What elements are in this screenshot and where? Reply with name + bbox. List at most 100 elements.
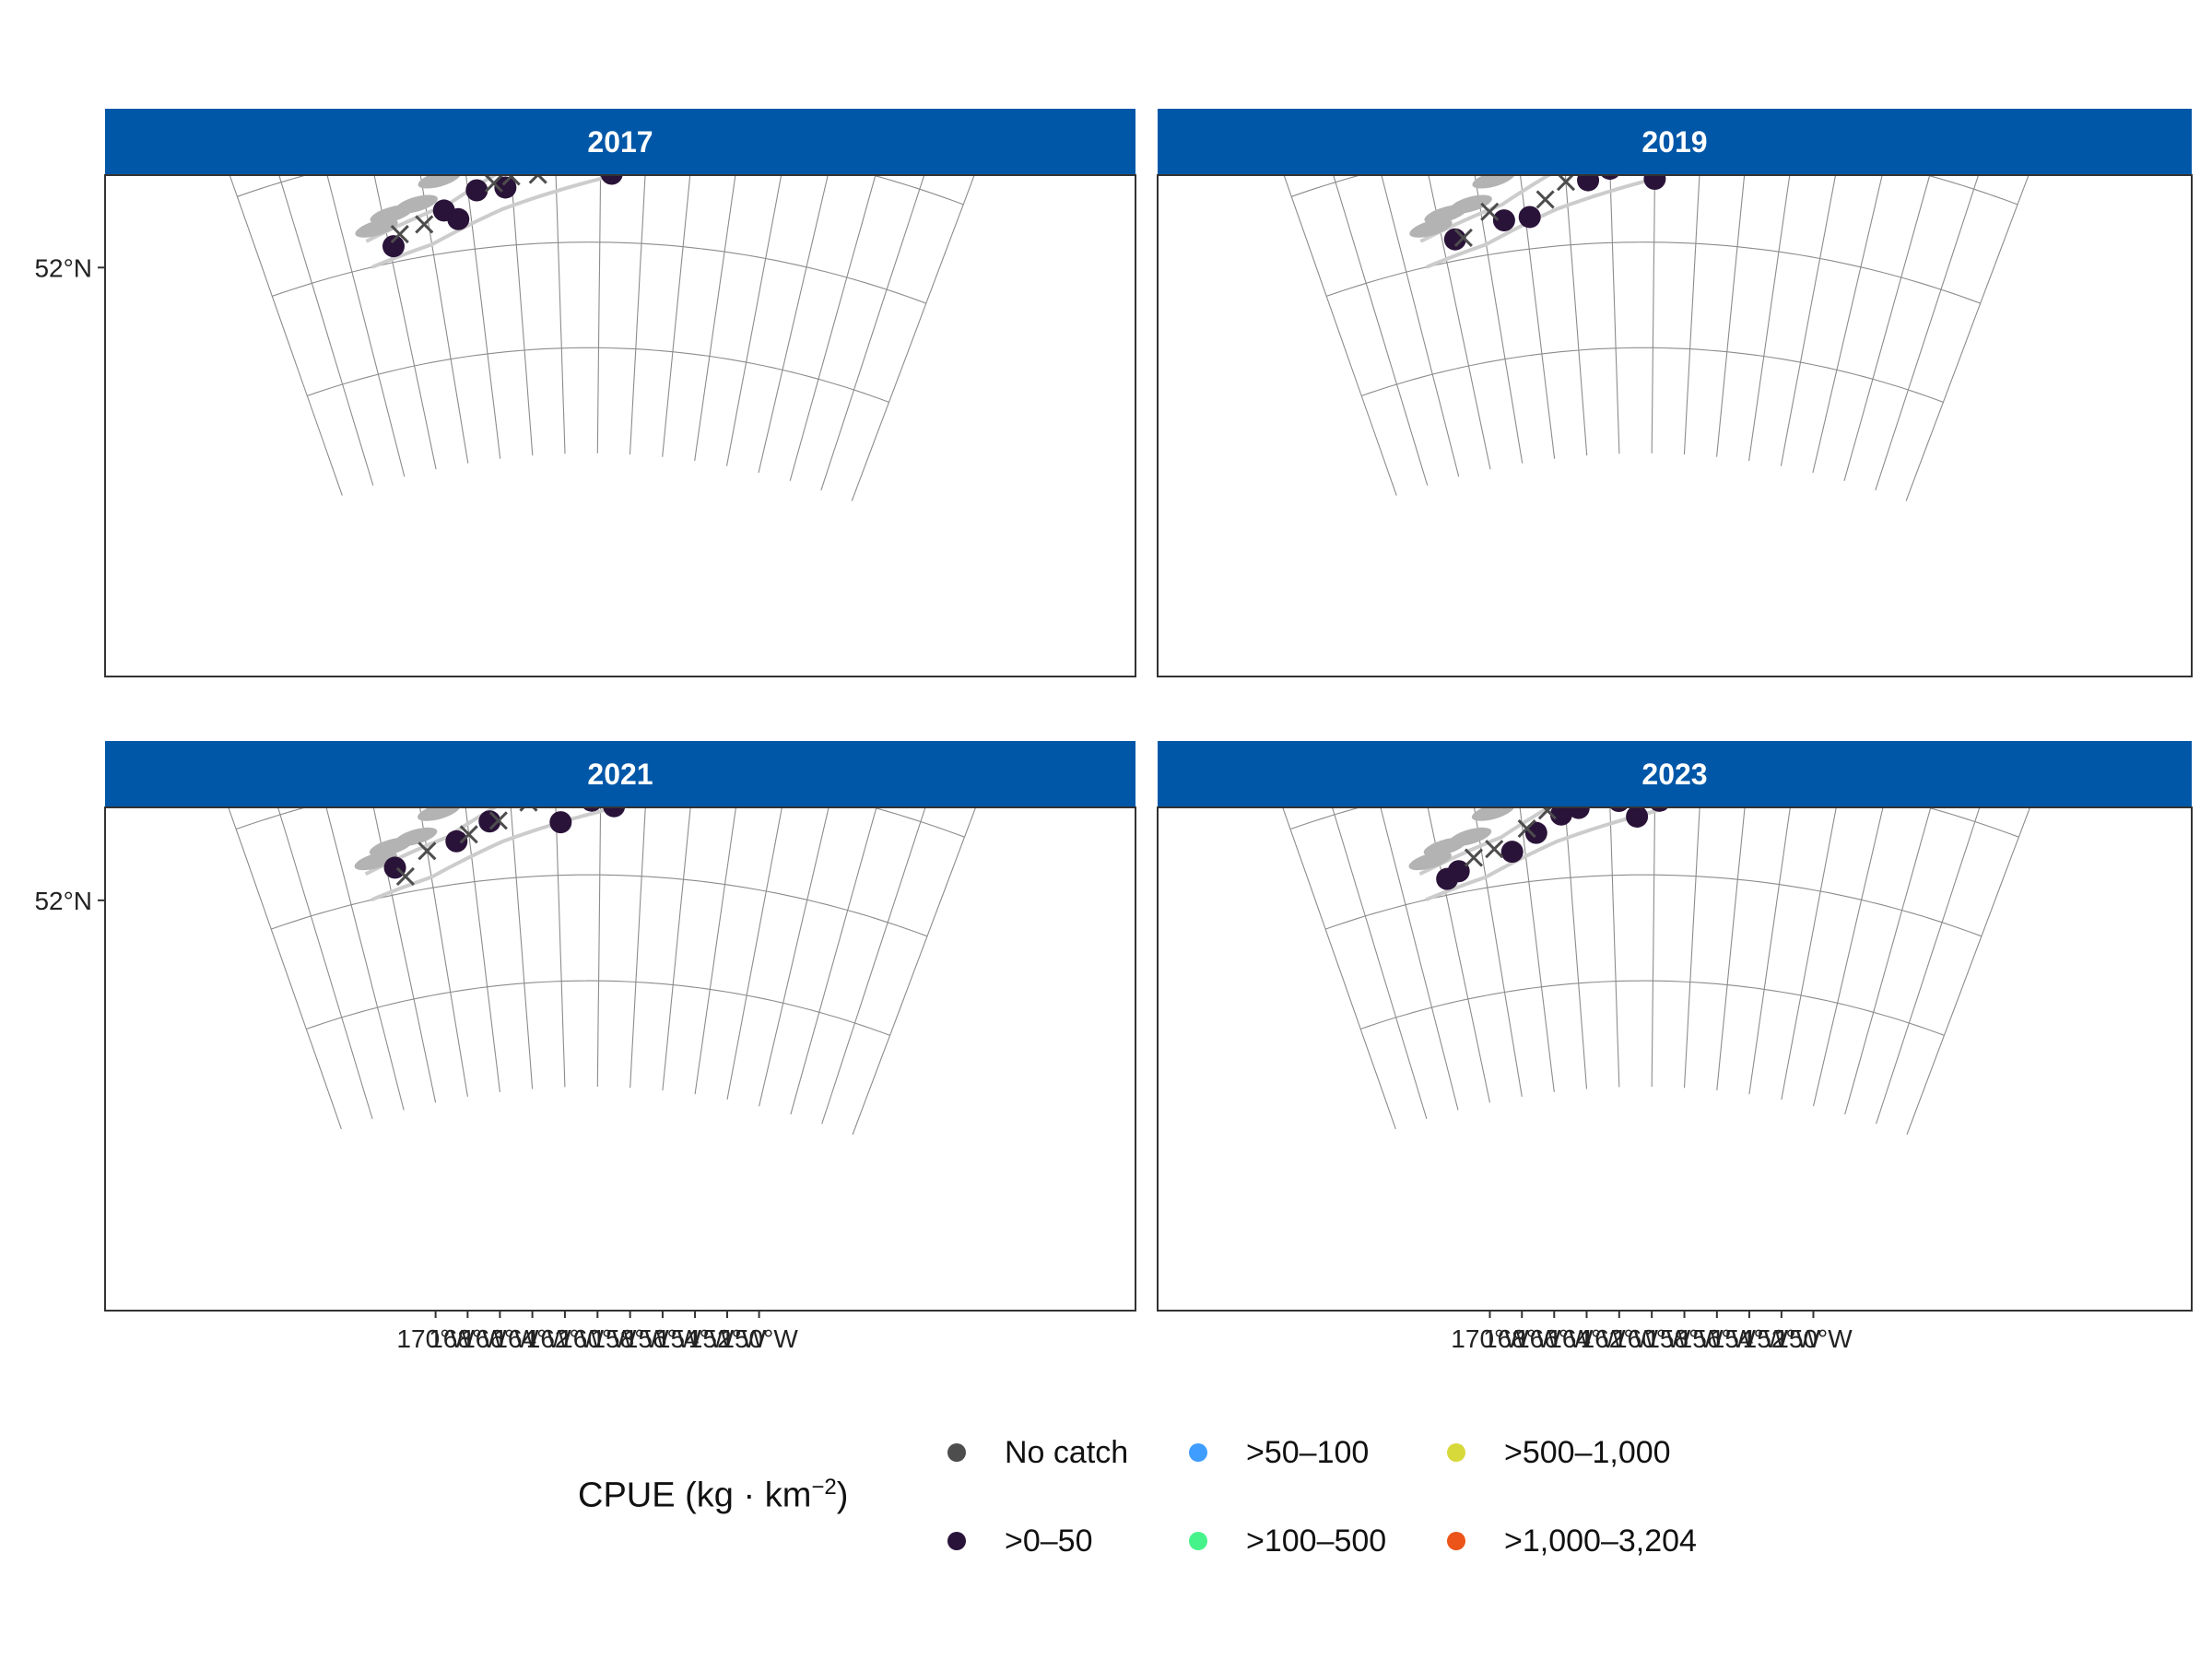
station-catch xyxy=(1724,682,1747,704)
station-no-catch xyxy=(390,225,409,244)
map-panel-2019: 2019 xyxy=(1157,0,2193,677)
station-catch xyxy=(667,60,689,82)
panel-frame xyxy=(104,806,1136,1312)
graticule-lat xyxy=(1221,0,2091,6)
station-no-catch xyxy=(418,841,437,861)
station-catch xyxy=(1785,721,1807,743)
legend-key-100-500 xyxy=(1189,1532,1207,1550)
legend-item-no-catch: No catch xyxy=(947,1432,1128,1473)
bathymetry-contour xyxy=(284,0,403,6)
graticule-lon xyxy=(372,807,437,1103)
station-catch xyxy=(721,719,743,741)
map-area xyxy=(1158,0,2192,677)
station-catch xyxy=(1747,0,1783,33)
graticule-lon xyxy=(1651,175,1656,453)
graticule-lon xyxy=(1781,807,1837,1100)
lon-tick-label: 166°W xyxy=(1515,1324,1594,1353)
panel-header xyxy=(1158,741,2192,807)
legend-label: >500–1,000 xyxy=(1504,1434,1671,1470)
legend-item-1000-3204: >1,000–3,204 xyxy=(1447,1521,1697,1561)
lon-tick-label: 152°W xyxy=(688,1324,767,1353)
lon-tick-label: 168°W xyxy=(1483,1324,1561,1353)
station-catch xyxy=(1524,821,1547,844)
graticule-lon xyxy=(373,175,437,470)
station-catch xyxy=(1715,85,1741,111)
graticule-lat xyxy=(202,31,1000,106)
panel-header xyxy=(1158,109,2192,175)
station-catch xyxy=(1549,807,1572,826)
station-catch xyxy=(682,679,712,709)
station-catch xyxy=(1865,0,1900,29)
bathymetry-contour xyxy=(347,45,512,107)
lon-tick-label: 168°W xyxy=(429,1324,507,1353)
station-catch xyxy=(1748,22,1778,52)
graticule-lon xyxy=(1683,807,1700,1088)
graticule-lon xyxy=(1843,175,1931,481)
graticule-lon xyxy=(1519,807,1555,1092)
station-no-catch xyxy=(738,87,755,103)
graticule-lon xyxy=(821,807,926,1124)
legend-label: >100–500 xyxy=(1246,1523,1387,1559)
graticule-lon xyxy=(1609,807,1620,1088)
station-no-catch xyxy=(1485,840,1504,859)
aleutian-island xyxy=(1471,807,1515,821)
lon-tick-label: 150°W xyxy=(1774,1324,1853,1353)
graticule-lon xyxy=(1748,175,1791,462)
station-catch xyxy=(1734,74,1763,103)
bathymetry-contour xyxy=(371,175,614,269)
graticule-lon xyxy=(596,807,602,1088)
graticule-lon xyxy=(325,807,405,1111)
station-catch xyxy=(1858,41,1880,64)
station-catch xyxy=(726,685,756,714)
graticule-lon xyxy=(759,807,830,1107)
legend-label: >50–100 xyxy=(1246,1434,1370,1470)
graticule-lon xyxy=(1716,807,1746,1091)
graticule-lon xyxy=(465,175,501,459)
panel-title: 2023 xyxy=(1641,758,1707,791)
aleutian-island xyxy=(418,175,461,189)
bathymetry-contour xyxy=(497,0,597,31)
station-catch xyxy=(1794,0,1823,20)
graticule-lon xyxy=(511,175,534,456)
station-catch xyxy=(600,175,623,185)
station-no-catch xyxy=(813,24,830,41)
station-catch xyxy=(690,76,716,102)
map-area xyxy=(105,679,1135,1311)
legend-item-500-1000: >500–1,000 xyxy=(1447,1432,1671,1473)
legend-label: No catch xyxy=(1005,1434,1129,1470)
station-catch xyxy=(1842,12,1865,34)
bathymetry-contour xyxy=(365,175,499,243)
graticule-lon xyxy=(278,175,374,486)
station-no-catch xyxy=(801,0,818,6)
lon-tick-label: 164°W xyxy=(493,1324,571,1353)
station-no-catch xyxy=(775,681,792,698)
station-catch xyxy=(1500,841,1524,864)
aleutian-island xyxy=(394,194,438,214)
graticule-lon xyxy=(1564,807,1588,1089)
station-catch xyxy=(643,717,665,739)
graticule-lon xyxy=(662,175,691,457)
station-catch xyxy=(639,689,674,724)
graticule-lon xyxy=(419,807,468,1097)
station-catch xyxy=(1801,690,1838,727)
graticule-lon xyxy=(1812,175,1883,474)
station-no-catch xyxy=(700,724,716,741)
station-catch xyxy=(494,176,517,199)
lon-tick-label: 156°W xyxy=(1678,1324,1757,1353)
graticule-lon xyxy=(1283,175,1397,496)
graticule-lon xyxy=(596,175,602,453)
lon-tick-label: 156°W xyxy=(624,1324,702,1353)
station-catch xyxy=(1626,807,1649,828)
legend: CPUE (kg · km−2) No catch >0–50 >50–100 … xyxy=(0,1382,2212,1622)
station-catch xyxy=(382,235,405,258)
graticule-lon xyxy=(726,807,782,1100)
station-catch xyxy=(701,687,731,716)
station-no-catch xyxy=(484,175,503,193)
station-no-catch xyxy=(1480,202,1500,221)
graticule-lon xyxy=(1331,807,1428,1120)
station-catch xyxy=(603,807,626,818)
legend-key-0-50 xyxy=(947,1532,966,1550)
graticule-lon xyxy=(629,807,646,1088)
lon-tick-label: 160°W xyxy=(559,1324,637,1353)
lon-tick-label: 162°W xyxy=(1581,1324,1659,1353)
